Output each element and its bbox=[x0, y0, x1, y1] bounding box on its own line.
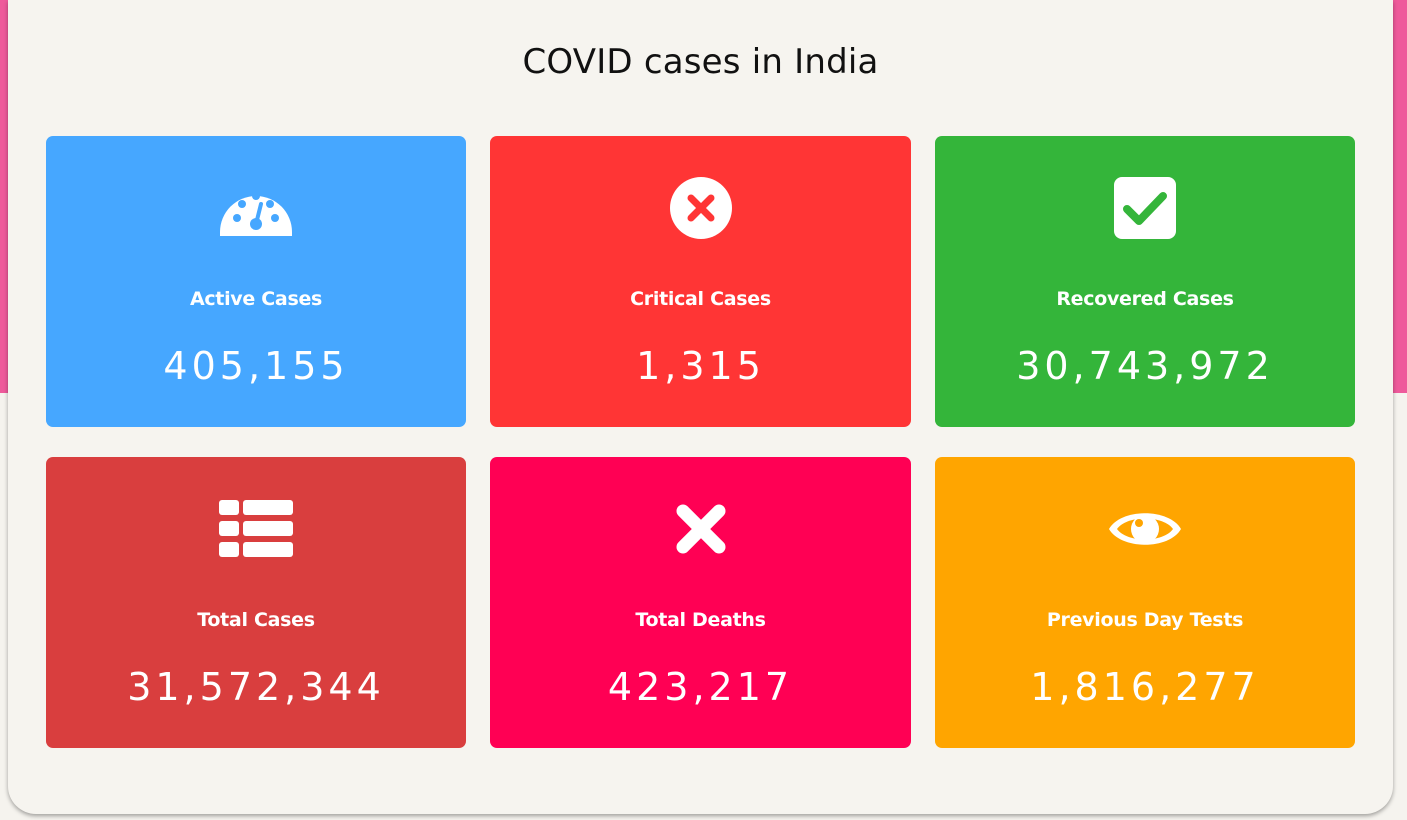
active-cases-card: Active Cases 405,155 bbox=[46, 136, 466, 427]
card-value: 423,217 bbox=[607, 665, 794, 709]
card-label: Total Deaths bbox=[635, 609, 766, 631]
card-value: 30,743,972 bbox=[1016, 344, 1274, 388]
total-deaths-card: Total Deaths 423,217 bbox=[490, 457, 911, 748]
times-circle-icon bbox=[663, 176, 739, 240]
card-value: 1,816,277 bbox=[1030, 665, 1260, 709]
card-label: Critical Cases bbox=[630, 288, 771, 310]
x-mark-icon bbox=[663, 497, 739, 561]
card-value: 405,155 bbox=[163, 344, 349, 388]
list-icon bbox=[218, 497, 294, 561]
card-value: 31,572,344 bbox=[127, 665, 385, 709]
recovered-cases-card: Recovered Cases 30,743,972 bbox=[935, 136, 1355, 427]
critical-cases-card: Critical Cases 1,315 bbox=[490, 136, 911, 427]
card-label: Recovered Cases bbox=[1056, 288, 1234, 310]
page-title: COVID cases in India bbox=[522, 42, 879, 82]
card-value: 1,315 bbox=[636, 344, 765, 388]
card-label: Previous Day Tests bbox=[1046, 609, 1244, 631]
eye-icon bbox=[1107, 497, 1183, 561]
previous-day-tests-card: Previous Day Tests 1,816,277 bbox=[935, 457, 1355, 748]
card-label: Total Cases bbox=[197, 609, 315, 631]
check-square-icon bbox=[1107, 176, 1183, 240]
card-label: Active Cases bbox=[189, 288, 323, 310]
speedometer-icon bbox=[218, 176, 294, 240]
stats-panel: COVID cases in India Active Cases 405,15… bbox=[8, 0, 1393, 814]
total-cases-card: Total Cases 31,572,344 bbox=[46, 457, 466, 748]
stats-grid: Active Cases 405,155 Critical Cases 1,31… bbox=[46, 136, 1355, 748]
